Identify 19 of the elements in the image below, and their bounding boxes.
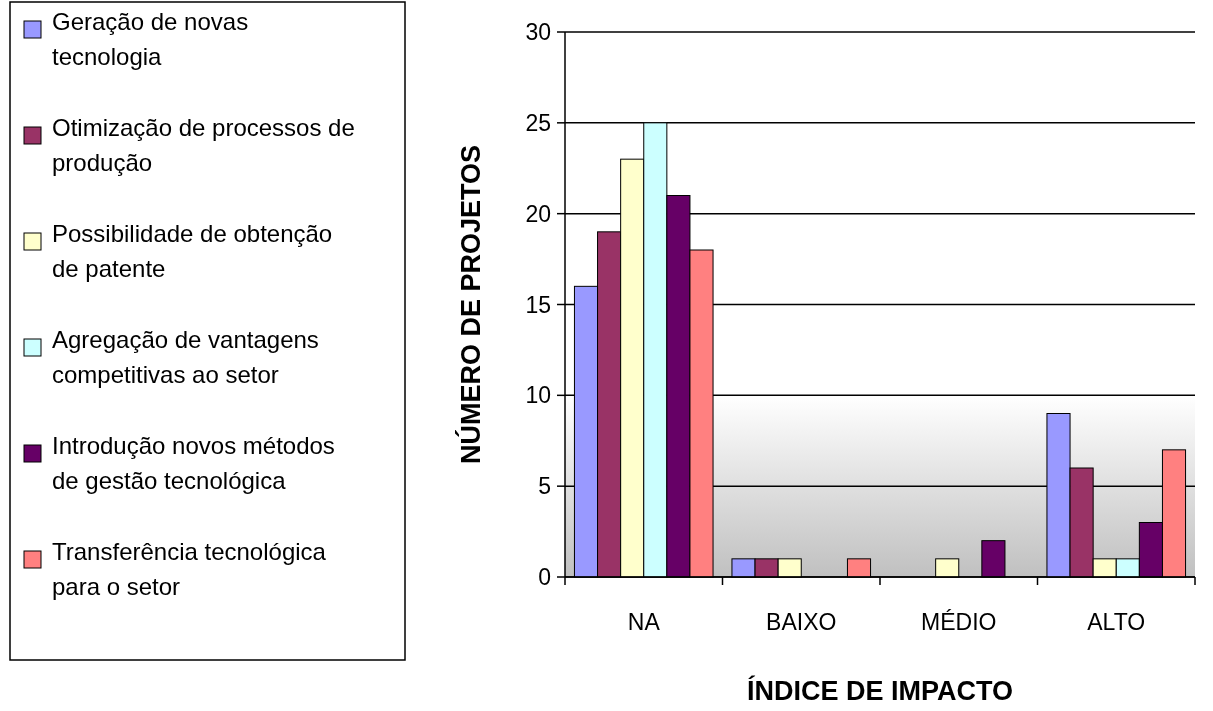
legend-label: Possibilidade de obtenção de patente xyxy=(52,220,333,282)
x-tick-label: ALTO xyxy=(1087,609,1146,635)
y-tick-label: 25 xyxy=(525,109,551,136)
x-tick-label: BAIXO xyxy=(766,609,837,635)
x-tick-label: NA xyxy=(627,609,661,635)
y-tick-label: 15 xyxy=(525,291,551,318)
y-tick-label: 30 xyxy=(525,19,551,46)
y-axis-title: NÚMERO DE PROJETOS xyxy=(455,144,486,465)
y-tick-label: 20 xyxy=(525,200,551,227)
legend-label: Agregação de vantagens competitivas ao setor xyxy=(52,326,319,388)
y-tick-label: 5 xyxy=(538,473,551,500)
x-axis-title: ÍNDICE DE IMPACTO xyxy=(746,675,1014,706)
y-tick-label: 0 xyxy=(538,564,551,591)
legend-label: Transferência tecnológica para o setor xyxy=(52,538,327,600)
legend-label: Geração de novas tecnologia xyxy=(52,8,249,70)
legend-label: Otimização de processos de produção xyxy=(52,114,355,176)
legend-label: Introdução novos métodos de gestão tecnológica xyxy=(52,432,335,494)
y-tick-label: 10 xyxy=(525,382,551,409)
x-tick-label: MÉDIO xyxy=(921,609,997,635)
